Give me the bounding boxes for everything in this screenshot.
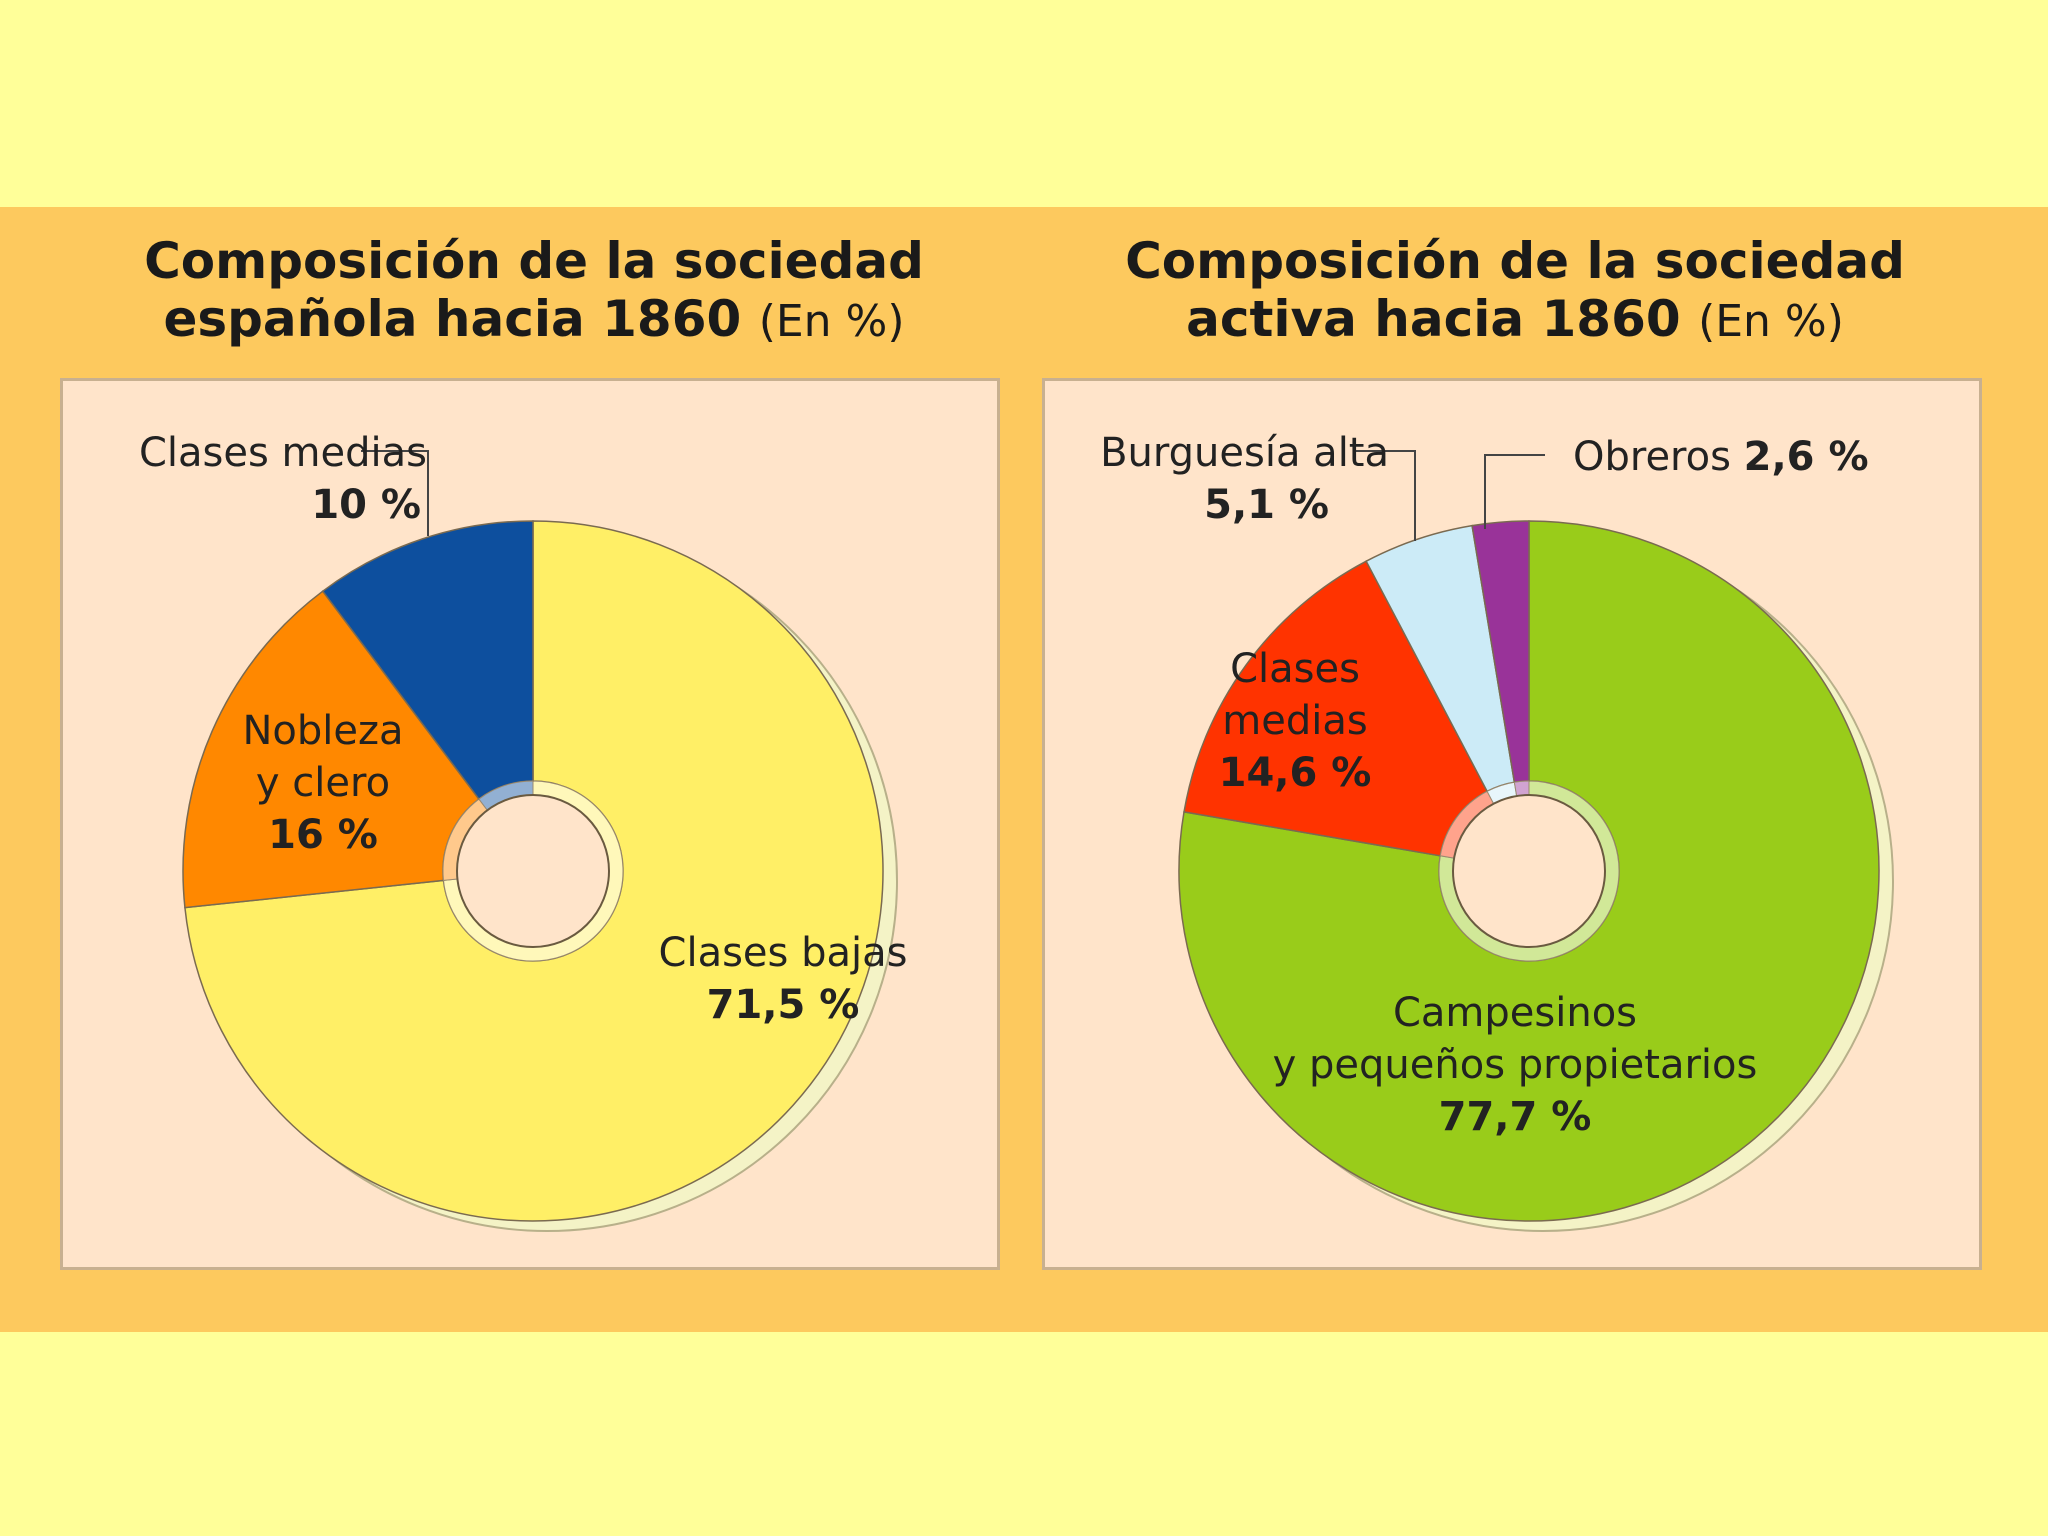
pie-slice-inner-3 [1513,780,1530,797]
label-clases-medias-activa-value: 14,6 % [1218,750,1372,796]
label-nobleza-value: 16 % [268,812,378,858]
label-clases-bajas-name: Clases bajas [658,930,908,976]
label-obreros-name: Obreros [1573,434,1731,480]
leader-line-burguesia [1355,450,1416,541]
pie-hole [1452,794,1606,948]
chart-title-spanish-society: Composición de la sociedad española haci… [84,232,984,351]
pie-hole [456,794,610,948]
leader-line-clases-medias [361,450,429,536]
label-clases-medias-line1: Clases [1230,646,1360,692]
label-clases-medias-name: Clases medias [139,430,427,476]
title-line-2: activa hacia 1860 (En %) [1065,290,1965,351]
title-line-1: Composición de la sociedad [144,232,924,290]
label-clases-bajas: Clases bajas 71,5 % [583,927,983,1031]
label-campesinos-value: 77,7 % [1438,1094,1592,1140]
pie-chart-active-society [1178,450,1894,1232]
label-burguesia-name: Burguesía alta [1100,430,1389,476]
title-line-2-text: española hacia 1860 [163,290,742,348]
label-clases-medias-line2: medias [1222,698,1368,744]
label-campesinos-line1: Campesinos [1392,990,1638,1036]
label-burguesia-value: 5,1 % [1204,482,1329,528]
label-burguesia-alta: Burguesía alta 5,1 % [1100,427,1389,531]
leader-line-obreros [1484,454,1545,529]
title-line-2-text: activa hacia 1860 [1186,290,1681,348]
chart-panel-spanish-society: Clases medias 10 % Nobleza y clero 16 % … [60,378,1000,1270]
label-obreros: Obreros 2,6 % [1573,431,1869,483]
label-nobleza-line1: Nobleza [242,708,404,754]
label-clases-bajas-value: 71,5 % [706,982,860,1028]
chart-panel-active-society: Burguesía alta 5,1 % Obreros 2,6 % Clase… [1042,378,1982,1270]
label-clases-medias: Clases medias 10 % [139,427,427,531]
title-unit: (En %) [1698,296,1844,347]
chart-title-active-society: Composición de la sociedad activa hacia … [1065,232,1965,351]
label-campesinos-line2: y pequeños propietarios [1272,1042,1758,1088]
label-obreros-value: 2,6 % [1743,434,1869,480]
label-clases-medias-value: 10 % [311,482,421,528]
label-campesinos: Campesinos y pequeños propietarios 77,7 … [1225,987,1805,1143]
title-line-1: Composición de la sociedad [1125,232,1905,290]
label-nobleza-clero: Nobleza y clero 16 % [213,705,433,861]
title-line-2: española hacia 1860 (En %) [84,290,984,351]
pie-chart-spanish-society [182,450,898,1232]
label-nobleza-line2: y clero [255,760,391,806]
title-unit: (En %) [758,296,905,347]
label-clases-medias-activa: Clases medias 14,6 % [1175,643,1415,799]
